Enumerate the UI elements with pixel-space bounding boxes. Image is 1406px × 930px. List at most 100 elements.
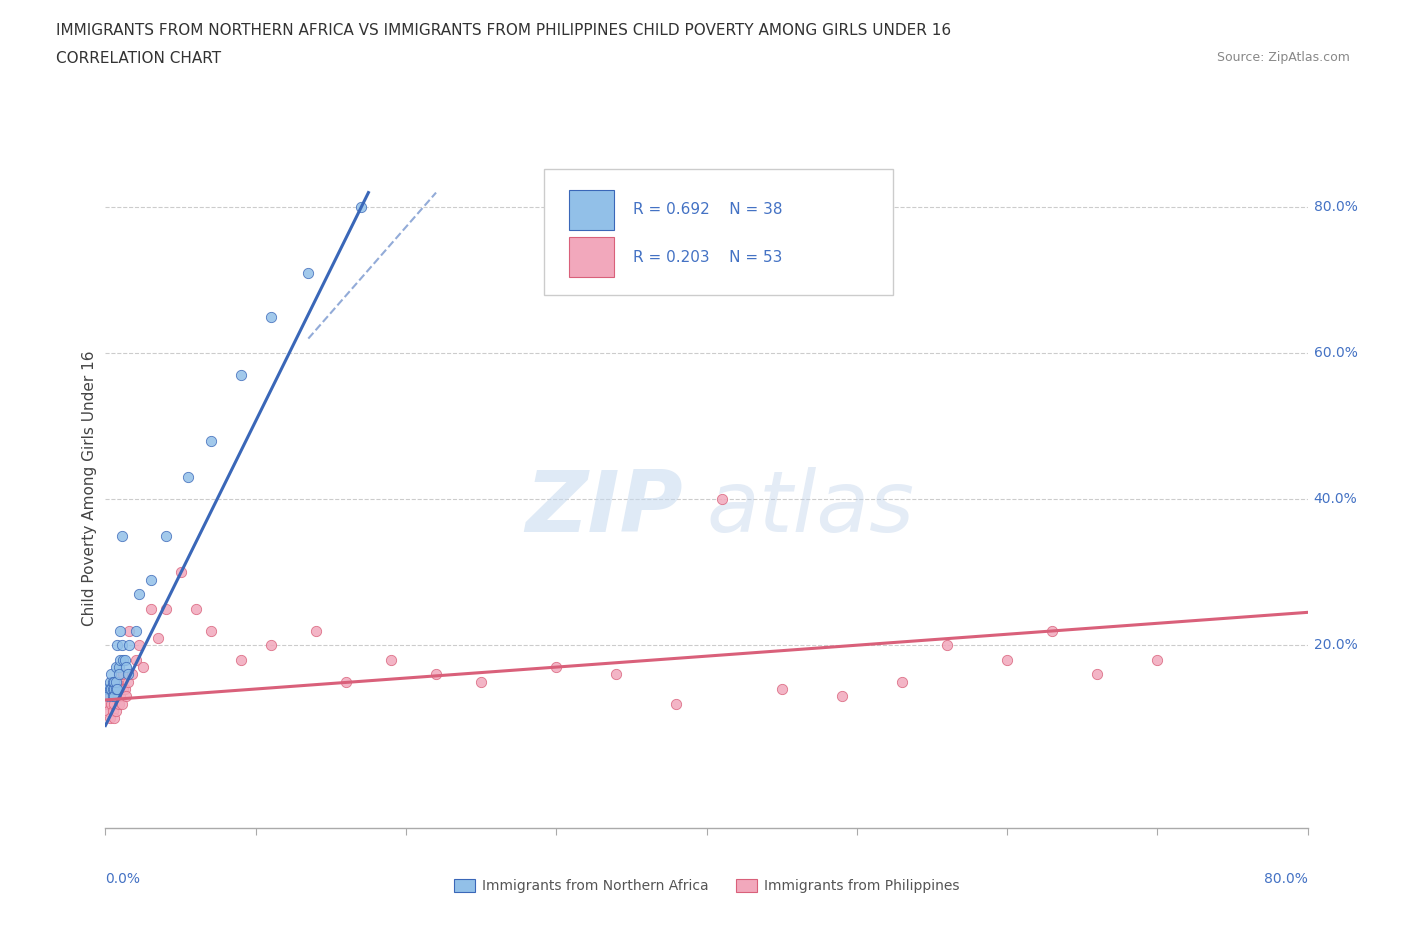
Point — [146, 631, 169, 645]
Point — [184, 602, 207, 617]
Point — [101, 674, 124, 689]
Point — [101, 703, 124, 718]
Point — [104, 682, 127, 697]
Point — [335, 674, 357, 689]
Point — [260, 310, 283, 325]
Point — [108, 667, 131, 682]
Point — [890, 674, 912, 689]
Point — [710, 492, 733, 507]
Point — [111, 528, 134, 543]
Text: R = 0.692    N = 38: R = 0.692 N = 38 — [633, 202, 783, 218]
Point — [995, 652, 1018, 667]
Point — [128, 587, 150, 602]
Point — [1146, 652, 1168, 667]
Point — [111, 697, 134, 711]
Point — [117, 667, 139, 682]
Point — [128, 638, 150, 653]
Point — [101, 689, 124, 704]
FancyBboxPatch shape — [544, 169, 893, 295]
Text: IMMIGRANTS FROM NORTHERN AFRICA VS IMMIGRANTS FROM PHILIPPINES CHILD POVERTY AMO: IMMIGRANTS FROM NORTHERN AFRICA VS IMMIG… — [56, 23, 952, 38]
Point — [100, 682, 122, 697]
Point — [114, 682, 136, 697]
Point — [103, 697, 125, 711]
Text: 80.0%: 80.0% — [1264, 871, 1308, 886]
Point — [103, 674, 125, 689]
Text: 40.0%: 40.0% — [1313, 492, 1357, 506]
Point — [112, 652, 135, 667]
Point — [380, 652, 402, 667]
Point — [117, 674, 139, 689]
Point — [103, 682, 125, 697]
Point — [200, 433, 222, 448]
Point — [177, 470, 200, 485]
Point — [96, 682, 118, 697]
Point — [97, 689, 120, 704]
Point — [118, 623, 141, 638]
Point — [101, 689, 124, 704]
Point — [546, 659, 568, 674]
Point — [229, 652, 252, 667]
Point — [98, 689, 121, 704]
Point — [107, 638, 129, 653]
Point — [104, 659, 127, 674]
Point — [100, 682, 122, 697]
Point — [121, 667, 143, 682]
Point — [139, 572, 162, 587]
Point — [104, 689, 127, 704]
Point — [155, 602, 177, 617]
Point — [96, 697, 118, 711]
Point — [101, 682, 124, 697]
Point — [124, 652, 146, 667]
Point — [139, 602, 162, 617]
Point — [132, 659, 155, 674]
Point — [1040, 623, 1063, 638]
Point — [115, 689, 138, 704]
Text: 0.0%: 0.0% — [105, 871, 141, 886]
Point — [112, 682, 135, 697]
Point — [100, 697, 122, 711]
Point — [98, 674, 121, 689]
Point — [108, 659, 131, 674]
Point — [1085, 667, 1108, 682]
Point — [229, 367, 252, 382]
Text: CORRELATION CHART: CORRELATION CHART — [56, 51, 221, 66]
Point — [110, 689, 132, 704]
Point — [108, 682, 131, 697]
Point — [470, 674, 492, 689]
Point — [425, 667, 447, 682]
Text: atlas: atlas — [707, 467, 914, 551]
Point — [104, 703, 127, 718]
Point — [108, 697, 131, 711]
Point — [297, 265, 319, 280]
Point — [936, 638, 959, 653]
Point — [305, 623, 328, 638]
Point — [111, 638, 134, 653]
Point — [97, 703, 120, 718]
Text: Source: ZipAtlas.com: Source: ZipAtlas.com — [1216, 51, 1350, 64]
Point — [169, 565, 191, 579]
Point — [200, 623, 222, 638]
Y-axis label: Child Poverty Among Girls Under 16: Child Poverty Among Girls Under 16 — [82, 351, 97, 626]
Point — [103, 689, 125, 704]
Text: R = 0.203    N = 53: R = 0.203 N = 53 — [633, 250, 783, 265]
Point — [107, 674, 129, 689]
Point — [115, 659, 138, 674]
FancyBboxPatch shape — [569, 190, 614, 230]
Point — [155, 528, 177, 543]
Point — [260, 638, 283, 653]
Text: ZIP: ZIP — [524, 467, 682, 551]
Text: 20.0%: 20.0% — [1313, 638, 1357, 652]
Point — [770, 682, 793, 697]
Point — [350, 200, 373, 215]
Point — [665, 697, 688, 711]
Point — [110, 623, 132, 638]
Point — [104, 674, 127, 689]
Point — [100, 667, 122, 682]
Text: 80.0%: 80.0% — [1313, 200, 1357, 214]
Point — [98, 682, 121, 697]
Point — [114, 652, 136, 667]
Point — [831, 689, 853, 704]
Point — [110, 667, 132, 682]
Text: 60.0%: 60.0% — [1313, 346, 1357, 360]
Point — [605, 667, 627, 682]
